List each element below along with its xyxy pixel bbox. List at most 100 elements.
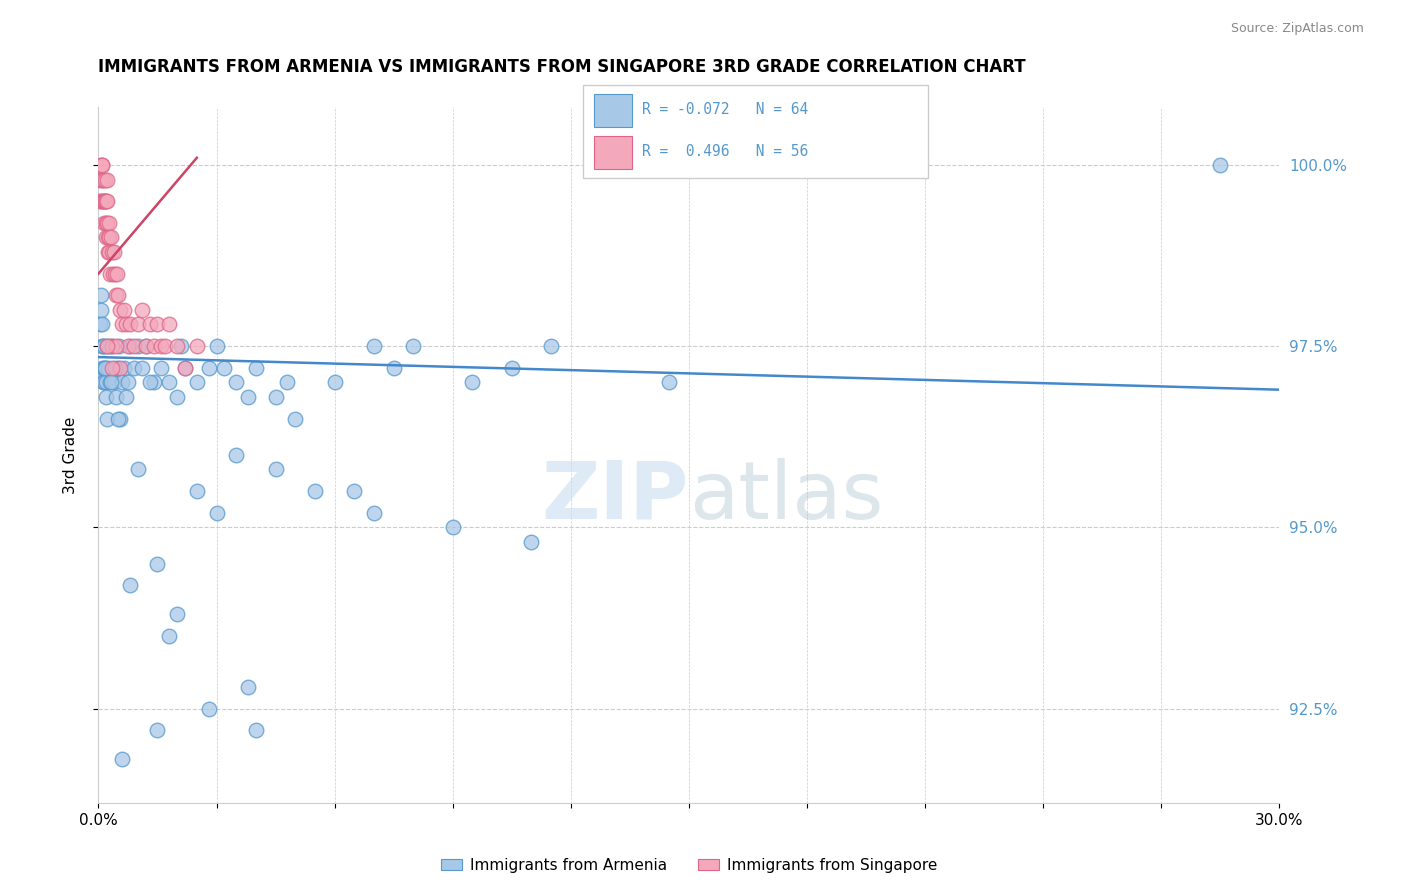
Point bbox=[127, 339, 149, 353]
Point bbox=[135, 339, 157, 353]
Point bbox=[105, 288, 128, 302]
Point bbox=[103, 267, 125, 281]
Point bbox=[96, 216, 118, 230]
Point bbox=[93, 376, 115, 390]
Point bbox=[520, 535, 543, 549]
Point bbox=[131, 303, 153, 318]
Point bbox=[461, 376, 484, 390]
Point bbox=[107, 361, 129, 376]
FancyBboxPatch shape bbox=[593, 136, 631, 169]
Point bbox=[108, 339, 131, 353]
Point bbox=[214, 361, 236, 376]
Point bbox=[89, 194, 111, 209]
Point bbox=[122, 361, 145, 376]
Point bbox=[205, 339, 228, 353]
Point bbox=[225, 376, 247, 390]
Point bbox=[90, 158, 112, 172]
Point bbox=[174, 361, 197, 376]
Point bbox=[96, 194, 118, 209]
Point bbox=[197, 361, 219, 376]
Point bbox=[157, 318, 180, 332]
Point bbox=[131, 361, 153, 376]
Point bbox=[127, 318, 149, 332]
Point bbox=[236, 390, 259, 404]
Point bbox=[89, 318, 111, 332]
Point bbox=[93, 339, 115, 353]
Text: ZIP: ZIP bbox=[541, 458, 689, 536]
Point bbox=[122, 339, 145, 353]
Point bbox=[96, 390, 118, 404]
Point bbox=[91, 158, 114, 172]
Point bbox=[108, 361, 131, 376]
Point bbox=[101, 361, 124, 376]
Point bbox=[93, 361, 115, 376]
Point bbox=[98, 230, 121, 244]
Point bbox=[101, 245, 124, 260]
Point bbox=[118, 578, 141, 592]
Point bbox=[98, 376, 121, 390]
Point bbox=[284, 411, 307, 425]
Point bbox=[264, 462, 287, 476]
Point bbox=[304, 484, 326, 499]
Point bbox=[142, 339, 165, 353]
Text: Source: ZipAtlas.com: Source: ZipAtlas.com bbox=[1230, 22, 1364, 36]
Point bbox=[186, 339, 208, 353]
Point bbox=[94, 376, 117, 390]
Point bbox=[89, 172, 111, 186]
Point bbox=[150, 339, 173, 353]
Point bbox=[100, 376, 122, 390]
Point bbox=[94, 194, 117, 209]
Point bbox=[91, 318, 114, 332]
Point bbox=[94, 216, 117, 230]
Point bbox=[104, 267, 127, 281]
FancyBboxPatch shape bbox=[593, 95, 631, 127]
Point bbox=[91, 172, 114, 186]
Text: atlas: atlas bbox=[689, 458, 883, 536]
Point bbox=[245, 361, 267, 376]
Point bbox=[146, 557, 169, 571]
Point bbox=[501, 361, 523, 376]
Point bbox=[142, 376, 165, 390]
Point bbox=[101, 339, 124, 353]
Point bbox=[382, 361, 405, 376]
Point bbox=[363, 506, 385, 520]
Point bbox=[90, 194, 112, 209]
Point bbox=[111, 318, 134, 332]
Text: R =  0.496   N = 56: R = 0.496 N = 56 bbox=[643, 145, 808, 159]
Point bbox=[91, 172, 114, 186]
Point bbox=[117, 376, 139, 390]
Point bbox=[402, 339, 425, 353]
Point bbox=[97, 230, 120, 244]
Text: R = -0.072   N = 64: R = -0.072 N = 64 bbox=[643, 102, 808, 117]
Point bbox=[363, 339, 385, 353]
Point bbox=[105, 339, 128, 353]
Point bbox=[91, 194, 114, 209]
Point bbox=[1209, 158, 1232, 172]
Point bbox=[96, 339, 118, 353]
Point bbox=[93, 172, 115, 186]
Point bbox=[96, 339, 118, 353]
Point bbox=[91, 361, 114, 376]
Point bbox=[107, 411, 129, 425]
Point bbox=[97, 361, 120, 376]
Point bbox=[111, 752, 134, 766]
Point bbox=[225, 448, 247, 462]
Point bbox=[264, 390, 287, 404]
Point bbox=[91, 339, 114, 353]
Point bbox=[205, 506, 228, 520]
Point bbox=[97, 216, 120, 230]
Point bbox=[166, 390, 188, 404]
Point bbox=[112, 361, 135, 376]
Point bbox=[170, 339, 193, 353]
Point bbox=[115, 318, 138, 332]
Point bbox=[138, 318, 160, 332]
Point bbox=[166, 607, 188, 622]
Point bbox=[108, 303, 131, 318]
Point bbox=[186, 376, 208, 390]
Point bbox=[186, 484, 208, 499]
Point bbox=[93, 361, 115, 376]
Point bbox=[91, 376, 114, 390]
Point bbox=[103, 245, 125, 260]
Point bbox=[97, 245, 120, 260]
Point bbox=[90, 303, 112, 318]
